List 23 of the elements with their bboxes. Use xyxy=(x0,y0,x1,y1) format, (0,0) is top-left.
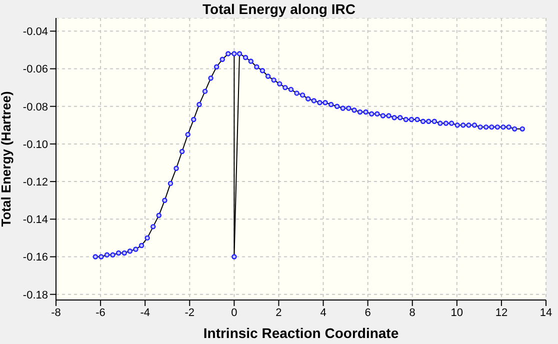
x-tick-label: 4 xyxy=(320,306,326,319)
x-tick-label: -6 xyxy=(96,306,106,319)
x-tick-label: 14 xyxy=(540,306,552,319)
y-tick-label: -0.12 xyxy=(22,176,48,188)
x-tick-label: 0 xyxy=(231,306,238,319)
x-tick-label: -2 xyxy=(184,306,195,319)
y-tick-label: -0.14 xyxy=(22,214,48,226)
x-tick-label: -4 xyxy=(140,306,150,319)
y-tick-label: -0.08 xyxy=(22,101,48,114)
x-tick-label: 12 xyxy=(495,306,508,319)
x-tick-label: -8 xyxy=(51,306,61,319)
chart-title: Total Energy along IRC xyxy=(202,1,356,17)
x-tick-label: 2 xyxy=(276,306,282,319)
x-tick-label: 6 xyxy=(364,306,371,319)
y-axis-title: Total Energy (Hartree) xyxy=(0,91,14,227)
y-tick-label: -0.06 xyxy=(22,64,48,76)
x-tick-label: 8 xyxy=(409,306,416,319)
y-tick-label: -0.16 xyxy=(22,252,48,264)
x-axis-title: Intrinsic Reaction Coordinate xyxy=(203,325,399,341)
y-tick-label: -0.18 xyxy=(22,289,48,302)
y-tick-label: -0.04 xyxy=(22,26,48,38)
y-tick-label: -0.10 xyxy=(22,138,48,151)
x-tick-label: 10 xyxy=(450,306,464,319)
